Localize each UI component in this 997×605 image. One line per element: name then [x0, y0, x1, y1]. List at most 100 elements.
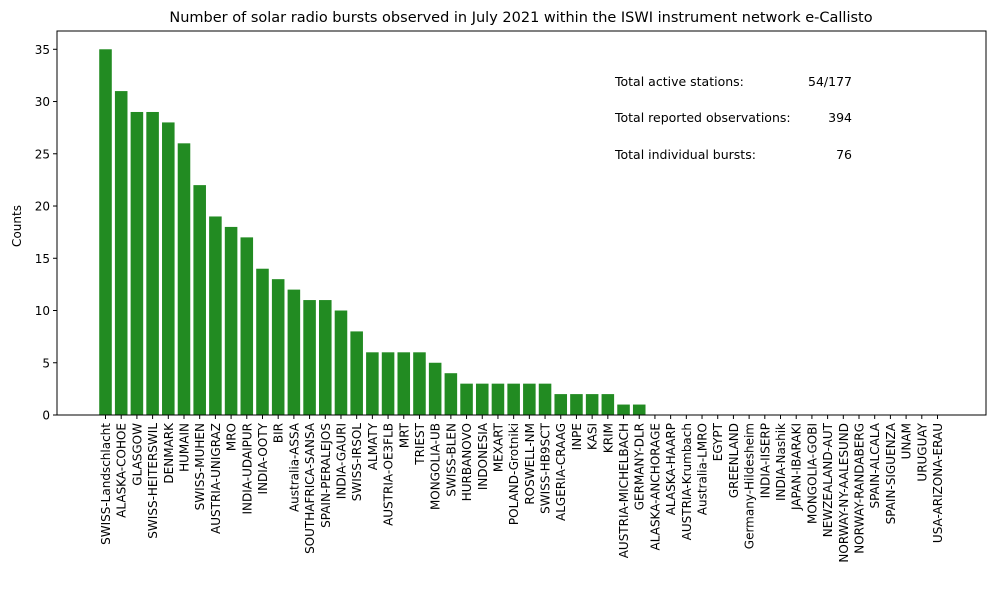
annotation-label: Total individual bursts:: [614, 147, 756, 162]
bars-group: [99, 49, 646, 416]
bar: [240, 237, 254, 415]
x-tick-label: SWISS-MUHEN: [193, 423, 207, 510]
bar: [413, 352, 426, 415]
x-tick-label: ALGERIA-CRAAG: [554, 423, 568, 521]
x-tick-label: ALASKA-COHOE: [115, 423, 129, 518]
bar: [632, 404, 646, 415]
y-tick-label: 30: [35, 95, 50, 109]
bar: [303, 300, 316, 415]
x-tick-label: Australia-LMRO: [696, 423, 710, 515]
x-tick-label: ALMATY: [366, 422, 380, 470]
x-tick-label: JAPAN-IBARAKI: [790, 423, 804, 511]
x-tick-label: ALASKA-HAARP: [664, 423, 678, 515]
y-tick-label: 20: [35, 200, 50, 214]
x-tick-label: Germany-Hildesheim: [743, 423, 757, 549]
bar: [318, 300, 332, 415]
x-tick-label: SPAIN-ALCALA: [868, 422, 882, 508]
annotation-value: 394: [828, 110, 852, 125]
y-tick-label: 10: [35, 304, 50, 318]
bar: [146, 111, 159, 416]
bar: [397, 352, 411, 415]
bar: [162, 122, 175, 415]
bar: [224, 226, 238, 415]
chart-title: Number of solar radio bursts observed in…: [169, 10, 872, 26]
bar: [585, 394, 599, 415]
x-tick-label: KRIM: [601, 423, 615, 453]
bar: [366, 352, 379, 415]
bar: [114, 91, 128, 415]
bar: [491, 383, 505, 415]
bar: [538, 383, 552, 415]
bar: [381, 352, 395, 415]
x-tick-label: GLASGOW: [130, 423, 144, 486]
y-tick-label: 0: [42, 409, 50, 423]
x-tick-label: ALASKA-ANCHORAGE: [648, 423, 662, 550]
bar: [130, 111, 144, 416]
bar: [209, 216, 222, 415]
y-tick-label: 15: [35, 252, 50, 266]
bar: [287, 289, 301, 415]
y-axis-label: Counts: [10, 205, 24, 247]
bar: [507, 383, 520, 415]
x-tick-label: UNAM: [900, 423, 914, 459]
x-tick-label: INPE: [570, 423, 584, 450]
bar: [601, 394, 615, 415]
x-tick-label: SOUTHAFRICA-SANSA: [303, 422, 317, 554]
bar: [554, 394, 568, 415]
bar: [177, 143, 191, 415]
x-tick-label: NEWZEALAND-AUT: [821, 422, 835, 537]
x-tick-label: SPAIN-PERALEJOS: [319, 423, 333, 528]
x-tick-label: SPAIN-SIGUENZA: [884, 422, 898, 524]
x-tick-label: POLAND-Grotniki: [507, 423, 521, 525]
bar: [271, 279, 285, 415]
x-tick-label: INDIA-UDAIPUR: [240, 423, 254, 515]
x-tick-label: MRO: [225, 423, 239, 451]
axes-group: 0 5 10 15 20 25 30 35 SWISS-Landschlacht ALASKA-C…: [35, 30, 987, 563]
x-tick-label: MEXART: [491, 422, 505, 472]
bar: [193, 185, 206, 415]
bar: [570, 394, 583, 415]
annotation-value: 54/177: [808, 74, 852, 89]
x-tick-label: INDIA-GAURI: [334, 423, 348, 499]
x-tick-label: MONGOLIA-GOBI: [805, 423, 819, 524]
bar: [523, 383, 536, 415]
x-tick-label: BIR: [272, 423, 286, 443]
x-tick-label: MRT: [397, 422, 411, 448]
x-tick-label: HUMAIN: [177, 423, 191, 472]
x-tick-label: ROSWELL-NM: [523, 423, 537, 505]
y-tick-label: 5: [42, 356, 50, 370]
x-tick-label: SWISS-BLEN: [444, 423, 458, 497]
x-tick-label: EGYPT: [711, 422, 725, 461]
x-tick-label: AUSTRIA-UNIGRAZ: [209, 423, 223, 534]
bar: [475, 383, 489, 415]
x-tick-label: INDIA-Nashik: [774, 423, 788, 501]
bar: [350, 331, 363, 415]
plot-frame: [56, 30, 987, 416]
bar: [617, 404, 630, 415]
x-tick-label: GREENLAND: [727, 423, 741, 498]
x-tick-label: TRIEST: [413, 422, 427, 465]
x-tick-label: INDIA-OOTY: [256, 422, 270, 494]
x-tick-label: INDONESIA: [476, 422, 490, 490]
bar: [460, 383, 473, 415]
x-tick-label: HURBANOVO: [460, 423, 474, 501]
x-tick-label: AUSTRIA-Krumbach: [680, 423, 694, 540]
x-tick-label: MONGOLIA-UB: [429, 423, 443, 510]
x-tick-label: KASI: [586, 423, 600, 450]
x-tick-label: NORWAY-NY-AALESUND: [837, 423, 851, 563]
x-tick-label: AUSTRIA-MICHELBACH: [617, 423, 631, 558]
annotations-group: Total active stations: 54/177 Total report…: [614, 74, 852, 162]
bar: [444, 373, 458, 415]
annotation-label: Total active stations:: [614, 74, 744, 89]
annotation-label: Total reported observations:: [614, 110, 791, 125]
y-tick-label: 25: [35, 147, 50, 161]
x-tick-label: SWISS-HB9SCT: [539, 422, 553, 513]
x-tick-label: URUGUAY: [915, 422, 929, 481]
bar: [334, 310, 348, 415]
x-tick-label: GERMANY-DLR: [633, 423, 647, 510]
x-tick-label: INDIA-IISERP: [758, 423, 772, 498]
bar: [256, 268, 269, 415]
x-tick-label: SWISS-IRSOL: [350, 423, 364, 502]
